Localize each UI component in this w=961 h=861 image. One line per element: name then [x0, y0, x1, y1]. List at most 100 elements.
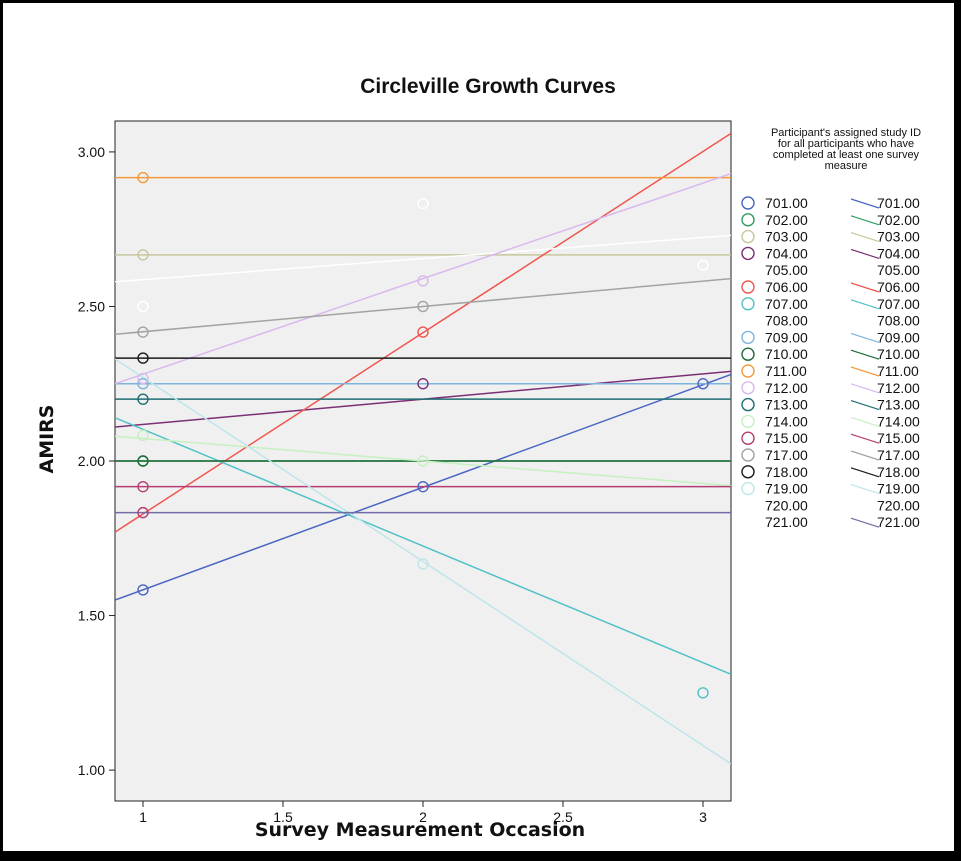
- y-axis: 1.00 1.50 2.00 2.50 3.00: [78, 144, 115, 778]
- legend-line-703.00: [850, 232, 880, 243]
- legend-line-label-721.00: 721.00: [877, 514, 920, 530]
- legend-marker-717.00: [741, 448, 755, 462]
- data-point-719.00: [417, 558, 429, 570]
- legend-line-710.00: [850, 349, 880, 360]
- legend-marker-718.00: [741, 465, 755, 479]
- data-point-708.00: [417, 197, 429, 210]
- data-point-708.00: [697, 259, 709, 272]
- data-point-707.00: [697, 687, 709, 699]
- legend-line-713.00: [850, 400, 880, 411]
- data-point-704.00: [417, 378, 429, 390]
- legend-marker-706.00: [741, 280, 755, 294]
- legend-marker-709.00: [741, 330, 755, 345]
- legend-label-717.00: 717.00: [765, 447, 808, 463]
- data-point-701.00: [697, 378, 709, 390]
- legend-label-712.00: 712.00: [765, 380, 808, 396]
- legend-marker-710.00: [741, 347, 755, 361]
- legend-label-719.00: 719.00: [765, 481, 808, 497]
- legend-label-705.00: 705.00: [765, 262, 808, 278]
- fit-line-712.00: [115, 172, 731, 385]
- chart-title: Circleville Growth Curves: [360, 75, 616, 98]
- x-tick-label: 1.5: [273, 809, 293, 825]
- legend-line-label-702.00: 702.00: [877, 212, 920, 228]
- legend-line-714.00: [850, 416, 880, 427]
- legend-line-label-705.00: 705.00: [877, 262, 920, 278]
- legend-line-label-707.00: 707.00: [877, 296, 920, 312]
- legend-line-712.00: [850, 383, 880, 394]
- legend-line-711.00: [850, 366, 880, 377]
- data-point-708.00: [137, 300, 149, 313]
- legend-label-720.00: 720.00: [765, 497, 808, 513]
- legend-line-label-704.00: 704.00: [877, 245, 920, 261]
- legend-title-line: completed at least one survey: [773, 149, 920, 161]
- legend-line-717.00: [850, 450, 880, 461]
- legend-label-718.00: 718.00: [765, 464, 808, 480]
- y-tick-label: 1.00: [78, 762, 105, 778]
- legend-marker-702.00: [741, 213, 755, 227]
- legend-line-label-720.00: 720.00: [877, 497, 920, 513]
- legend-line-label-712.00: 712.00: [877, 380, 920, 396]
- legend-label-701.00: 701.00: [765, 195, 808, 211]
- x-axis: 1 1.5 2 2.5 3: [139, 801, 707, 825]
- legend-title-line: Participant's assigned study ID: [771, 127, 921, 139]
- legend-label-708.00: 708.00: [765, 313, 808, 329]
- legend-line-label-715.00: 715.00: [877, 430, 920, 446]
- legend-label-711.00: 711.00: [765, 363, 807, 379]
- legend-label-707.00: 707.00: [765, 296, 808, 312]
- legend-marker-719.00: [741, 481, 755, 496]
- legend-line-label-709.00: 709.00: [877, 329, 920, 345]
- legend-marker-701.00: [741, 196, 755, 210]
- legend-line-719.00: [850, 484, 880, 495]
- legend-line-label-717.00: 717.00: [877, 447, 920, 463]
- fit-lines-group: [115, 132, 731, 765]
- legend-label-706.00: 706.00: [765, 279, 808, 295]
- legend-line-721.00: [850, 517, 880, 528]
- data-point-701.00: [137, 584, 149, 596]
- data-point-703.00: [137, 249, 149, 261]
- legend-marker-713.00: [741, 397, 755, 412]
- legend-label-703.00: 703.00: [765, 229, 808, 245]
- x-axis-label: Survey Measurement Occasion: [255, 819, 585, 841]
- legend-line-706.00: [850, 282, 880, 293]
- legend-line-label-708.00: 708.00: [877, 313, 920, 329]
- fit-line-717.00: [115, 277, 731, 336]
- x-tick-label: 2: [419, 809, 427, 825]
- legend-title-line: for all participants who have: [778, 138, 914, 150]
- data-point-710.00: [137, 455, 149, 467]
- data-point-706.00: [417, 326, 429, 338]
- legend-line-label-713.00: 713.00: [877, 397, 920, 413]
- legend-marker-708.00: [741, 313, 755, 328]
- data-point-718.00: [137, 352, 149, 364]
- growth-curve-chart: Circleville Growth Curves 1.00 1.50 2.00 2.…: [36, 75, 921, 841]
- legend-label-714.00: 714.00: [765, 413, 808, 429]
- data-point-717.00: [137, 326, 149, 338]
- data-point-715.00: [137, 480, 149, 493]
- legend-marker-714.00: [741, 414, 755, 429]
- data-point-713.00: [137, 393, 149, 405]
- data-point-712.00: [417, 275, 429, 287]
- fit-line-706.00: [115, 132, 731, 533]
- legend-marker-715.00: [741, 431, 755, 445]
- legend-line-label-701.00: 701.00: [877, 195, 920, 211]
- legend-line-label-719.00: 719.00: [877, 481, 920, 497]
- y-tick-label: 2.00: [78, 453, 105, 469]
- fit-line-714.00: [115, 435, 731, 487]
- data-point-701.00: [417, 480, 429, 493]
- legend-line-709.00: [850, 332, 880, 343]
- legend-line-707.00: [850, 299, 880, 310]
- legend-marker-707.00: [741, 297, 755, 311]
- data-point-712.00: [137, 372, 149, 385]
- legend-line-702.00: [850, 215, 880, 226]
- x-tick-label: 3: [699, 809, 707, 825]
- legend-title-line: measure: [825, 160, 868, 172]
- legend-label-721.00: 721.00: [765, 514, 808, 530]
- data-point-709.00: [137, 378, 149, 390]
- y-tick-label: 3.00: [78, 144, 105, 160]
- legend-line-708.00: [850, 316, 880, 327]
- data-point-711.00: [137, 171, 149, 184]
- legend-line-label-706.00: 706.00: [877, 279, 920, 295]
- legend-marker-711.00: [741, 364, 755, 378]
- legend-line-label-718.00: 718.00: [877, 464, 920, 480]
- legend-label-704.00: 704.00: [765, 245, 808, 261]
- legend-line-715.00: [850, 433, 880, 444]
